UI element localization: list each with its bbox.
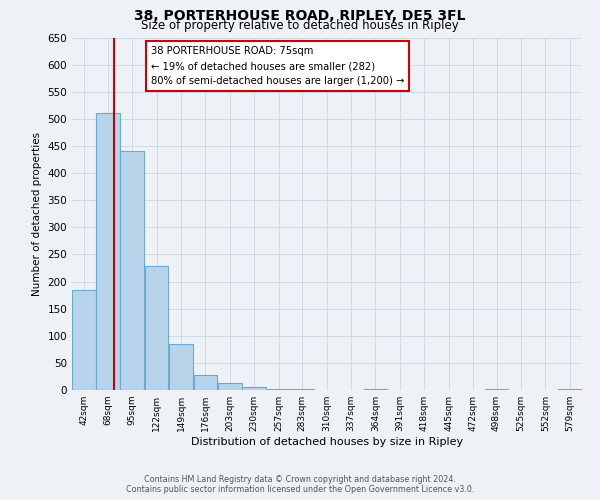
Bar — [73, 290, 96, 390]
Bar — [364, 389, 387, 390]
Bar — [485, 389, 508, 390]
Bar — [242, 388, 266, 390]
Bar — [218, 384, 242, 390]
Bar — [194, 375, 217, 390]
Text: 38 PORTERHOUSE ROAD: 75sqm
← 19% of detached houses are smaller (282)
80% of sem: 38 PORTERHOUSE ROAD: 75sqm ← 19% of deta… — [151, 46, 404, 86]
Bar — [267, 389, 290, 390]
Text: Size of property relative to detached houses in Ripley: Size of property relative to detached ho… — [141, 18, 459, 32]
Text: Contains HM Land Registry data © Crown copyright and database right 2024.
Contai: Contains HM Land Registry data © Crown c… — [126, 474, 474, 494]
Bar — [169, 344, 193, 390]
Bar — [145, 266, 169, 390]
Y-axis label: Number of detached properties: Number of detached properties — [32, 132, 42, 296]
Bar — [96, 114, 119, 390]
Text: 38, PORTERHOUSE ROAD, RIPLEY, DE5 3FL: 38, PORTERHOUSE ROAD, RIPLEY, DE5 3FL — [134, 9, 466, 23]
Bar — [558, 389, 581, 390]
Bar — [120, 152, 144, 390]
X-axis label: Distribution of detached houses by size in Ripley: Distribution of detached houses by size … — [191, 437, 463, 447]
